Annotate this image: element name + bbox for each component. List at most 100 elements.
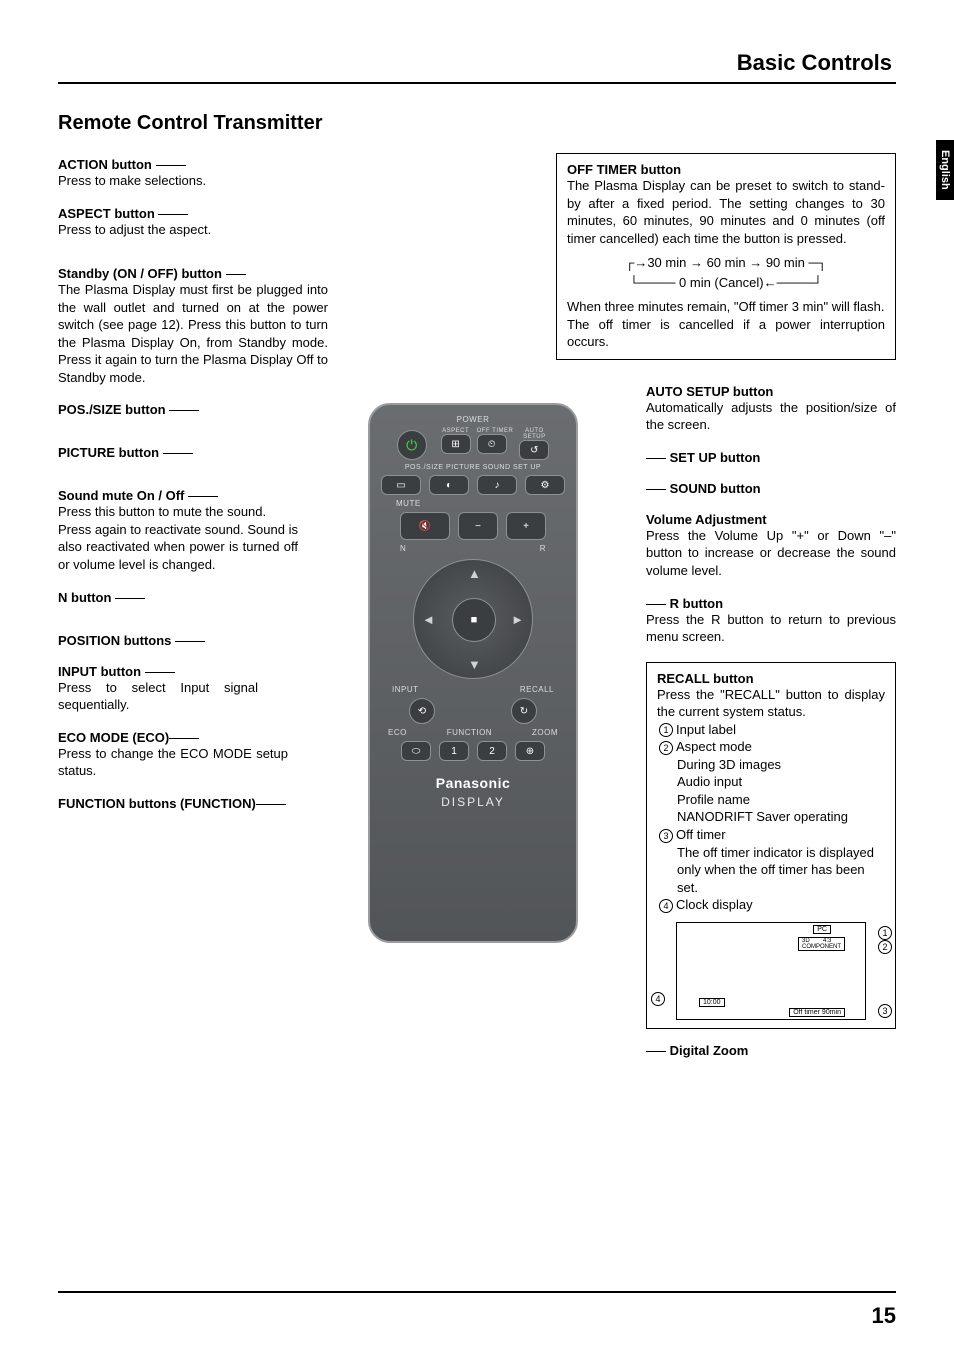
down-arrow-icon: ▼ — [468, 657, 481, 672]
aspect-text: Press to adjust the aspect. — [58, 221, 348, 239]
func-label: FUNCTION — [447, 728, 492, 737]
brand2-label: DISPLAY — [370, 795, 576, 809]
f1-button: 1 — [439, 741, 469, 761]
recall-i4: Clock display — [676, 897, 753, 912]
volume-title: Volume Adjustment — [646, 512, 896, 527]
zoom-title: Digital Zoom — [670, 1043, 749, 1058]
mini-screen: PC 3D 4:3COMPONENT 10:00 Off timer 90min — [676, 922, 866, 1020]
setup-title: SET UP button — [670, 450, 761, 465]
zoom-label: ZOOM — [532, 728, 558, 737]
position-title: POSITION buttons — [58, 633, 171, 648]
right-arrow-icon: ► — [511, 612, 524, 627]
auto-tiny-label: AUTO SETUP — [519, 428, 549, 440]
recall-title: RECALL button — [657, 671, 885, 686]
vol-up-icon: + — [506, 512, 546, 540]
mini-clock: 10:00 — [699, 998, 725, 1007]
footer-rule — [58, 1291, 896, 1293]
header-rule — [58, 82, 896, 84]
offtimer-title: OFF TIMER button — [567, 162, 885, 177]
right-column: OFF TIMER button The Plasma Display can … — [596, 153, 896, 1074]
r-label: R — [540, 544, 546, 553]
recall-i2b: Audio input — [659, 773, 885, 791]
possize-title: POS./SIZE button — [58, 402, 166, 417]
row2-label: POS./SIZE PICTURE SOUND SET UP — [370, 464, 576, 471]
recall-i2c: Profile name — [659, 791, 885, 809]
r-text: Press the R button to return to previous… — [646, 611, 896, 646]
offtimer-text1: The Plasma Display can be preset to swit… — [567, 177, 885, 247]
picture-button-icon: ◐ — [429, 475, 469, 495]
recall-i1: Input label — [676, 722, 736, 737]
n-label: N — [400, 544, 406, 553]
brand-label: Panasonic — [370, 775, 576, 791]
mute-label: MUTE — [370, 499, 576, 508]
action-text: Press to make selections. — [58, 172, 348, 190]
offtimer-tiny-label: OFF TIMER — [477, 428, 514, 434]
standby-title: Standby (ON / OFF) button — [58, 266, 222, 281]
legend-1-icon: 1 — [878, 926, 892, 940]
sound-button-icon: ♪ — [477, 475, 517, 495]
legend-4-icon: 4 — [651, 992, 665, 1006]
recall-i2: Aspect mode — [676, 739, 752, 754]
vol-down-icon: − — [458, 512, 498, 540]
n-title: N button — [58, 590, 111, 605]
zoom-button-icon: ⊕ — [515, 741, 545, 761]
left-column: ACTION button Press to make selections. … — [58, 153, 348, 827]
input-label: INPUT — [392, 685, 419, 694]
recall-i2a: During 3D images — [659, 756, 885, 774]
recall-i3: Off timer — [676, 827, 726, 842]
timer-cancel: 0 min (Cancel) — [679, 275, 764, 290]
language-tab: English — [936, 140, 954, 200]
mini-comp-text: COMPONENT — [802, 944, 841, 950]
eco-title: ECO MODE (ECO) — [58, 730, 169, 745]
up-arrow-icon: ▲ — [468, 566, 481, 581]
left-arrow-icon: ◄ — [422, 612, 435, 627]
recall-i3a: The off timer indicator is displayed onl… — [659, 844, 885, 897]
eco-button-icon: ⬭ — [401, 741, 431, 761]
sound-title: SOUND button — [670, 481, 761, 496]
remote-graphic: POWER ⏻ ASPECT⊞ OFF TIMER⏲ AUTO SETUP↺ P… — [368, 403, 578, 943]
offtimer-button-icon: ⏲ — [477, 434, 507, 454]
function-title: FUNCTION buttons (FUNCTION) — [58, 796, 256, 811]
remote-power-label: POWER — [370, 415, 576, 424]
action-title: ACTION button — [58, 157, 152, 172]
volume-text: Press the Volume Up "+" or Down "–" butt… — [646, 527, 896, 580]
input-text: Press to select Input signal sequentiall… — [58, 679, 258, 714]
autosetup-title: AUTO SETUP button — [646, 384, 896, 399]
recall-button-icon: ↻ — [511, 698, 537, 724]
recall-intro: Press the "RECALL" button to display the… — [657, 686, 885, 721]
section-title: Remote Control Transmitter — [58, 112, 896, 135]
offtimer-box: OFF TIMER button The Plasma Display can … — [556, 153, 896, 360]
setup-button-icon: ⚙ — [525, 475, 565, 495]
mini-comp: 3D 4:3COMPONENT — [798, 937, 845, 951]
dpad: ▲ ▼ ◄ ► ■ — [413, 559, 533, 679]
aspect-tiny-label: ASPECT — [441, 428, 471, 434]
legend-2-icon: 2 — [878, 940, 892, 954]
standby-text: The Plasma Display must first be plugged… — [58, 281, 328, 386]
mini-offt: Off timer 90min — [789, 1008, 845, 1017]
input-button-icon: ⟲ — [409, 698, 435, 724]
eco-label: ECO — [388, 728, 407, 737]
r-title: R button — [670, 596, 723, 611]
picture-title: PICTURE button — [58, 445, 159, 460]
autosetup-text: Automatically adjusts the position/size … — [646, 399, 896, 434]
circled-4-icon: 4 — [659, 899, 673, 913]
page-number: 15 — [872, 1303, 896, 1329]
legend-3-icon: 3 — [878, 1004, 892, 1018]
recall-label: RECALL — [520, 685, 554, 694]
circled-1-icon: 1 — [659, 723, 673, 737]
mute-title: Sound mute On / Off — [58, 488, 184, 503]
mute-button-icon: 🔇 — [400, 512, 450, 540]
recall-box: RECALL button Press the "RECALL" button … — [646, 662, 896, 1029]
mini-pc: PC — [813, 925, 831, 934]
header-title: Basic Controls — [58, 50, 896, 82]
offtimer-text3: The off timer is cancelled if a power in… — [567, 316, 885, 351]
f2-button: 2 — [477, 741, 507, 761]
circled-2-icon: 2 — [659, 741, 673, 755]
circled-3-icon: 3 — [659, 829, 673, 843]
recall-i2d: NANODRIFT Saver operating — [659, 808, 885, 826]
aspect-button-icon: ⊞ — [441, 434, 471, 454]
aspect-title: ASPECT button — [58, 206, 155, 221]
eco-text: Press to change the ECO MODE setup statu… — [58, 745, 288, 780]
input-title: INPUT button — [58, 664, 141, 679]
offtimer-text2: When three minutes remain, "Off timer 3 … — [567, 298, 885, 316]
